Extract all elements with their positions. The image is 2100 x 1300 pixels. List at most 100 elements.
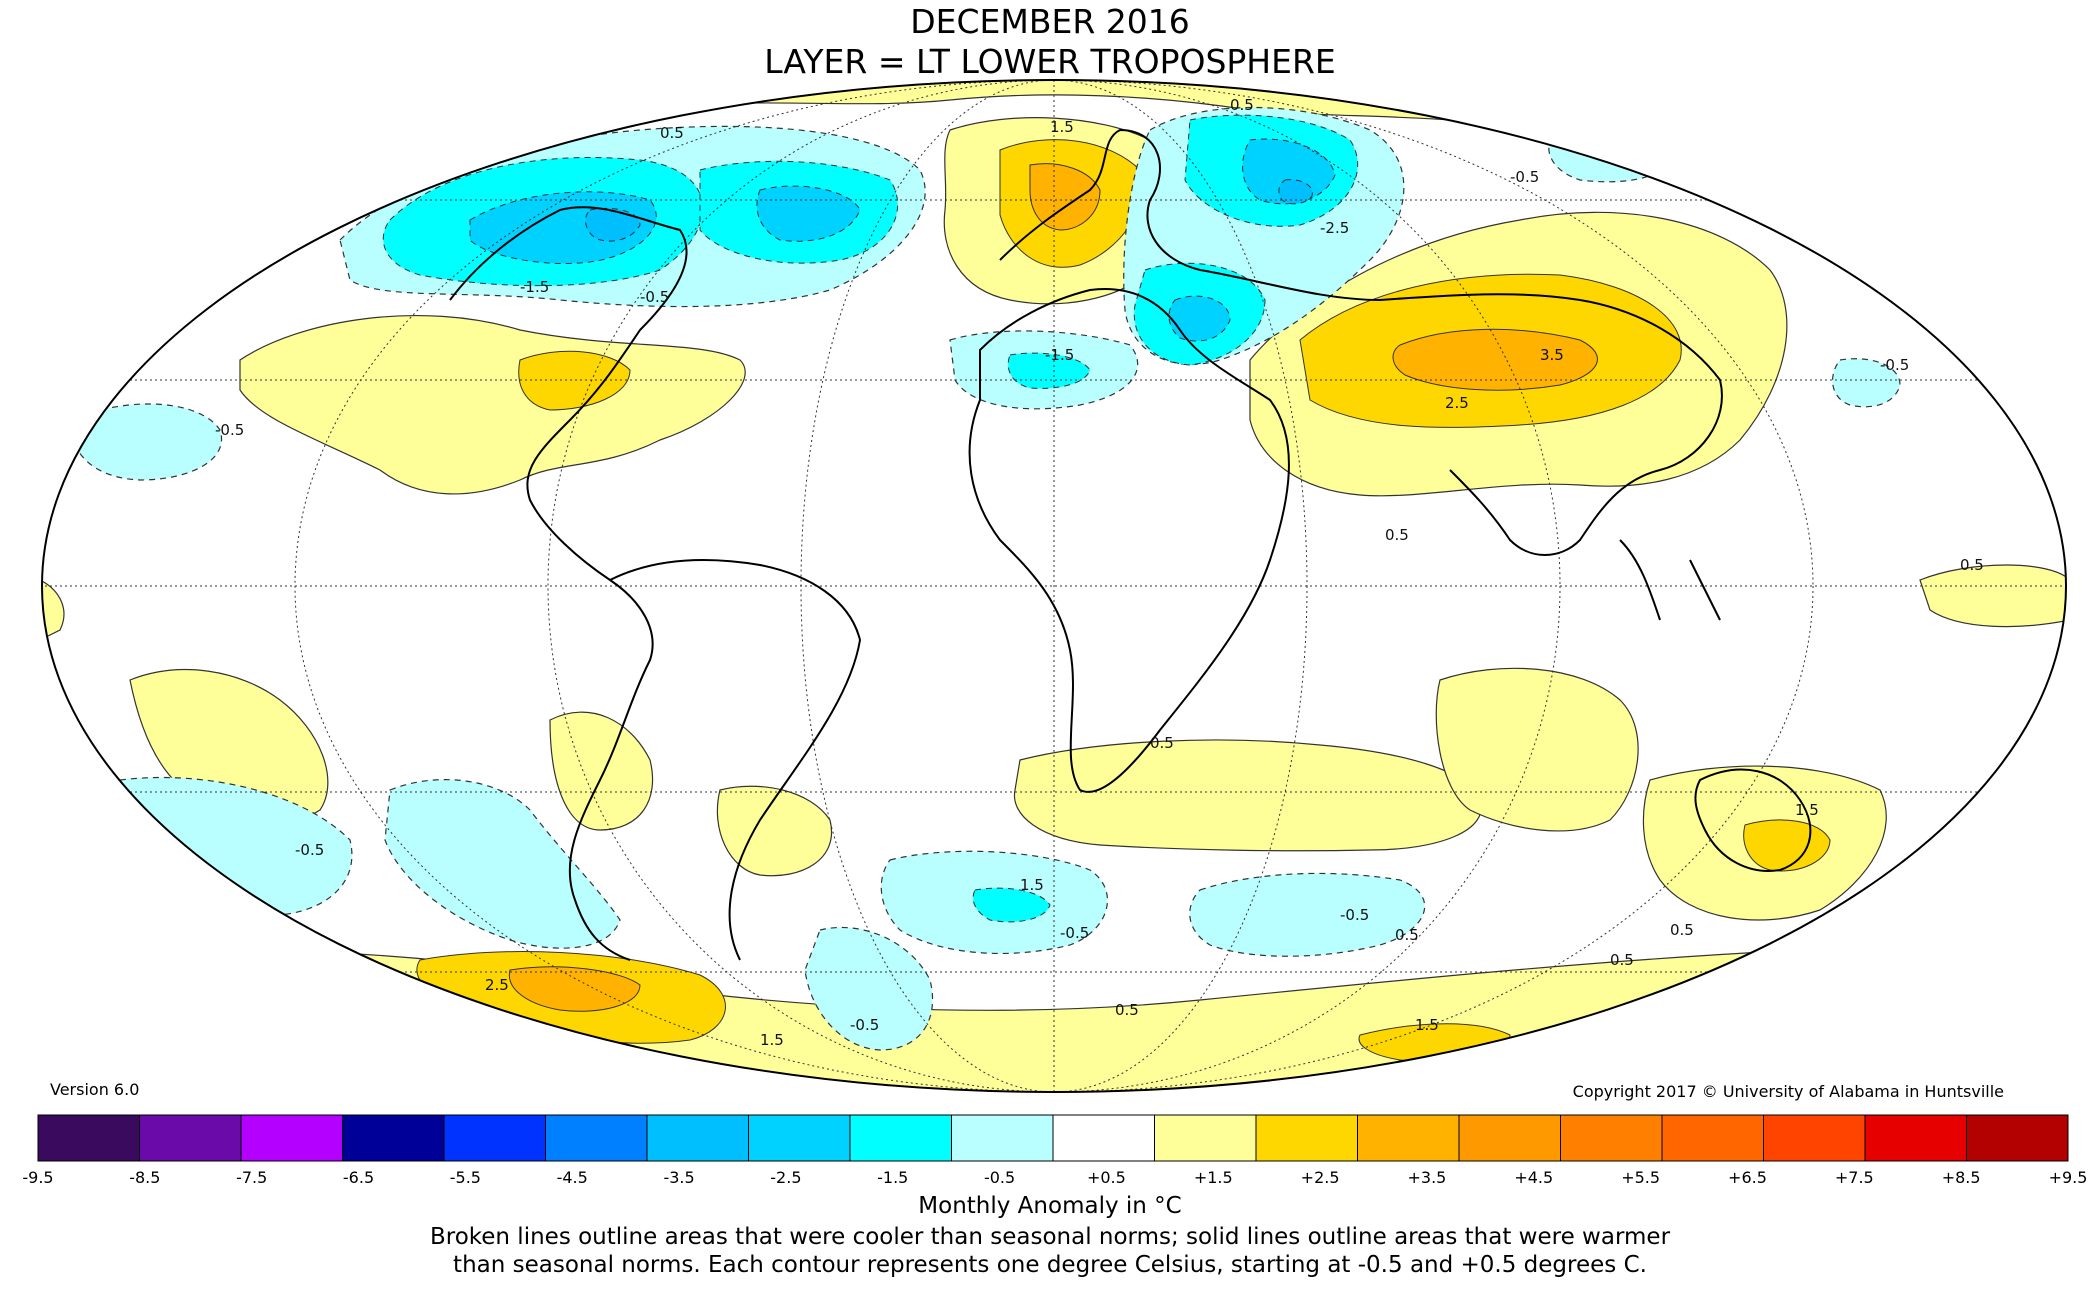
colorbar-swatch	[748, 1114, 851, 1162]
colorbar-tick-label: +9.5	[2048, 1168, 2088, 1187]
cool-region-east-asia	[1832, 358, 1901, 408]
colorbar-swatch	[1661, 1114, 1764, 1162]
colorbar-tick-label: -3.5	[663, 1168, 695, 1187]
colorbar-tick-label: -9.5	[22, 1168, 54, 1187]
colorbar-swatch	[1864, 1114, 1967, 1162]
map-title: DECEMBER 2016	[910, 2, 1190, 41]
colorbar-swatch	[545, 1114, 648, 1162]
explanation-line-1: Broken lines outline areas that were coo…	[429, 1224, 1671, 1250]
warm-region-indian-ocean	[1435, 667, 1639, 832]
hot-core-scandinavia	[1029, 163, 1101, 231]
colorbar-swatch	[37, 1114, 140, 1162]
colorbar-swatch	[1966, 1114, 2069, 1162]
coastlines	[449, 128, 1812, 961]
contour-label: -1.5	[1045, 346, 1074, 364]
colorbar-swatch	[240, 1114, 343, 1162]
contour-label: 1.5	[1795, 801, 1819, 819]
colorbar-tick-label: -6.5	[342, 1168, 375, 1187]
colorbar-swatch	[1560, 1114, 1663, 1162]
coldest-region-canada	[584, 207, 641, 242]
colorbar-tick-label: -0.5	[983, 1168, 1016, 1187]
contour-label: 3.5	[1540, 346, 1564, 364]
contour-label: -0.5	[640, 288, 669, 306]
contour-label: 0.5	[1385, 526, 1409, 544]
colorbar-tick-label: -7.5	[236, 1168, 268, 1187]
colorbar-tick-label: +2.5	[1300, 1168, 1340, 1187]
contour-label: -0.5	[1340, 906, 1369, 924]
colorbar-tick-label: +4.5	[1514, 1168, 1554, 1187]
cool-region-indian-ocean	[1189, 872, 1426, 957]
contour-label: 1.5	[1415, 1016, 1439, 1034]
colorbar-tick-label: +1.5	[1193, 1168, 1233, 1187]
very-cold-region-balkans	[1168, 295, 1231, 342]
contour-label: 0.5	[1395, 926, 1419, 944]
hot-core-antarctic	[508, 966, 641, 1012]
warm-region-australia-core	[1743, 819, 1831, 872]
cool-region-pacific-east	[69, 403, 223, 481]
colorbar-tick-label: -5.5	[449, 1168, 481, 1187]
colorbar-tick-label: +6.5	[1728, 1168, 1767, 1187]
coldest-region-russia	[1278, 179, 1313, 205]
contour-label: 2.5	[485, 976, 509, 994]
contour-label: 0.5	[1230, 96, 1254, 114]
warm-region-south-america-east	[549, 711, 654, 831]
contour-label: -0.5	[1510, 168, 1539, 186]
colorbar-swatch	[1357, 1114, 1460, 1162]
colorbar-swatch	[443, 1114, 546, 1162]
colorbar-tick-label: -4.5	[556, 1168, 588, 1187]
contour-label: 0.5	[1610, 951, 1634, 969]
unit-label: Monthly Anomaly in °C	[918, 1193, 1182, 1219]
contour-label: 0.5	[660, 124, 684, 142]
colorbar-tick-label: -8.5	[129, 1168, 161, 1187]
contour-label: 0.5	[1150, 734, 1174, 752]
colorbar-tick-label: +0.5	[1086, 1168, 1126, 1187]
globe-outline	[41, 79, 2067, 1093]
hot-core-tibet	[1392, 328, 1598, 391]
very-cold-region-quebec	[756, 185, 861, 242]
cold-region-south-atlantic	[972, 887, 1051, 923]
colorbar-tick-label: +8.5	[1941, 1168, 1981, 1187]
copyright-label: Copyright 2017 © University of Alabama i…	[1572, 1082, 2004, 1101]
version-label: Version 6.0	[50, 1080, 140, 1099]
contour-label: -0.5	[850, 1016, 879, 1034]
colorbar-swatch	[1255, 1114, 1358, 1162]
colorbar-swatch	[1154, 1114, 1257, 1162]
colorbar-swatch	[1052, 1114, 1155, 1162]
cool-region-south-pacific-central	[384, 779, 621, 949]
contour-label: -0.5	[1880, 356, 1909, 374]
colorbar-swatch	[1458, 1114, 1561, 1162]
contour-label: -1.5	[520, 278, 549, 296]
cold-region-north-africa	[1007, 352, 1091, 389]
contour-label: -0.5	[215, 421, 244, 439]
colorbar-swatch	[342, 1114, 445, 1162]
contour-label: 0.5	[1960, 556, 1984, 574]
colorbar-tick-label: +7.5	[1834, 1168, 1874, 1187]
colorbar-swatch	[1763, 1114, 1866, 1162]
contour-label: 0.5	[1670, 921, 1694, 939]
colorbar-tick-label: -1.5	[877, 1168, 909, 1187]
warm-region-us-east	[518, 350, 631, 411]
contour-label: 0.5	[1115, 1001, 1139, 1019]
colorbar-swatch	[951, 1114, 1054, 1162]
colorbar-tick-label: +3.5	[1407, 1168, 1447, 1187]
contour-labels: 0.5 0.5 1.5 -0.5 3.5 2.5 -1.5 -0.5 -2.5 …	[215, 96, 1984, 1049]
anomaly-fields: 0.5 0.5 1.5 -0.5 3.5 2.5 -1.5 -0.5 -2.5 …	[42, 80, 2066, 1092]
colorbar-swatch	[646, 1114, 749, 1162]
contour-label: 1.5	[1050, 118, 1074, 136]
explanation-line-2: than seasonal norms. Each contour repres…	[453, 1252, 1647, 1278]
layer-subtitle: LAYER = LT LOWER TROPOSPHERE	[764, 42, 1336, 81]
contour-label: 1.5	[1020, 876, 1044, 894]
contour-label: -2.5	[1320, 219, 1349, 237]
colorbar-swatch	[849, 1114, 952, 1162]
colorbar-tick-label: -2.5	[770, 1168, 802, 1187]
contour-label: -0.5	[1060, 924, 1089, 942]
warm-region-east-pacific	[1919, 564, 2066, 628]
contour-label: -0.5	[295, 841, 324, 859]
contour-label: 2.5	[1445, 394, 1469, 412]
colorbar-swatch	[139, 1114, 242, 1162]
cool-region-drake	[804, 926, 934, 1051]
warm-region-south-atlantic	[1013, 739, 1482, 852]
contour-label: 1.5	[760, 1031, 784, 1049]
